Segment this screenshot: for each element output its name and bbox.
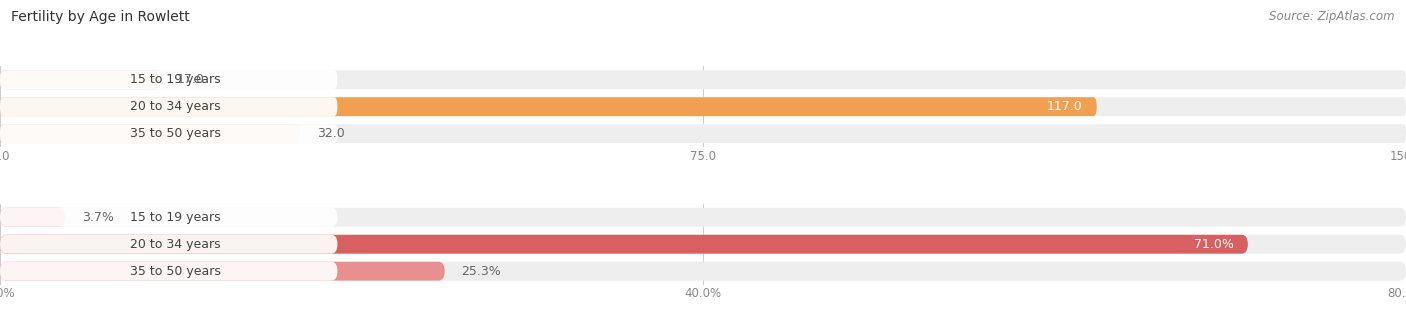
- FancyBboxPatch shape: [0, 235, 337, 254]
- FancyBboxPatch shape: [0, 262, 444, 281]
- FancyBboxPatch shape: [0, 97, 1097, 116]
- FancyBboxPatch shape: [0, 124, 299, 143]
- FancyBboxPatch shape: [0, 70, 1406, 89]
- FancyBboxPatch shape: [0, 262, 1406, 281]
- FancyBboxPatch shape: [0, 208, 65, 227]
- FancyBboxPatch shape: [0, 208, 1406, 227]
- Text: 117.0: 117.0: [1047, 100, 1083, 113]
- Text: 32.0: 32.0: [316, 127, 344, 140]
- Text: 25.3%: 25.3%: [461, 265, 502, 278]
- FancyBboxPatch shape: [0, 124, 337, 143]
- FancyBboxPatch shape: [0, 97, 337, 116]
- Text: Source: ZipAtlas.com: Source: ZipAtlas.com: [1270, 10, 1395, 23]
- Text: 3.7%: 3.7%: [82, 211, 114, 224]
- FancyBboxPatch shape: [0, 97, 1406, 116]
- Text: 17.0: 17.0: [176, 73, 204, 86]
- Text: Fertility by Age in Rowlett: Fertility by Age in Rowlett: [11, 10, 190, 24]
- Text: 35 to 50 years: 35 to 50 years: [129, 265, 221, 278]
- FancyBboxPatch shape: [0, 70, 337, 89]
- FancyBboxPatch shape: [0, 235, 1406, 254]
- Text: 71.0%: 71.0%: [1194, 238, 1234, 251]
- FancyBboxPatch shape: [0, 70, 159, 89]
- FancyBboxPatch shape: [0, 235, 1249, 254]
- FancyBboxPatch shape: [0, 262, 337, 281]
- Text: 35 to 50 years: 35 to 50 years: [129, 127, 221, 140]
- Text: 20 to 34 years: 20 to 34 years: [131, 100, 221, 113]
- FancyBboxPatch shape: [0, 208, 337, 227]
- Text: 20 to 34 years: 20 to 34 years: [131, 238, 221, 251]
- Text: 15 to 19 years: 15 to 19 years: [131, 73, 221, 86]
- FancyBboxPatch shape: [0, 124, 1406, 143]
- Text: 15 to 19 years: 15 to 19 years: [131, 211, 221, 224]
